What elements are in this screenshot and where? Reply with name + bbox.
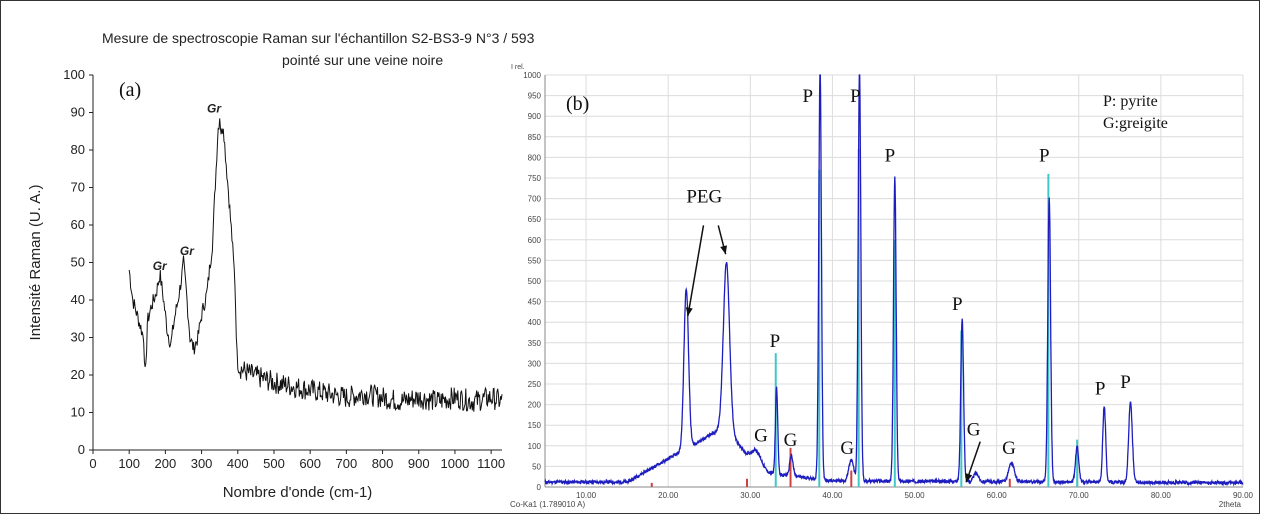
raman-y-tick-label: 30 [71,330,85,345]
xrd-y-tick-label: 550 [528,256,542,265]
xrd-arrow-head [965,473,973,483]
xrd-y-tick-label: 150 [528,421,542,430]
xrd-y-tick-label: 50 [532,462,541,471]
xrd-peak-annotation: G [1002,438,1016,459]
xrd-peak-annotation: G [784,430,798,451]
xrd-y-tick-label: 500 [528,277,542,286]
raman-y-tick-label: 40 [71,292,85,307]
raman-panel-label: (a) [119,79,141,101]
xrd-y-tick-label: 350 [528,339,542,348]
raman-x-axis-label: Nombre d'onde (cm-1) [223,484,373,501]
xrd-peak-annotation: P [952,294,963,315]
xrd-x-tick-label: 50.00 [905,491,926,500]
xrd-annotation-arrow [687,225,705,317]
xrd-y-tick-label: 0 [537,483,542,492]
xrd-peak-annotation: P [1039,146,1050,167]
xrd-peak-annotation: P [1095,378,1106,399]
xrd-y-tick-label: 800 [528,153,542,162]
raman-y-axis-label: Intensité Raman (U. A.) [27,185,44,341]
xrd-x-tick-label: 60.00 [987,491,1008,500]
xrd-peak-annotation: G [967,420,981,441]
raman-x-tick-label: 900 [408,456,430,471]
xrd-y-axis-label: I rel. [511,64,525,71]
xrd-x-tick-label: 10.00 [576,491,597,500]
xrd-x-axis-label: 2theta [1219,500,1242,509]
xrd-y-tick-label: 700 [528,195,542,204]
raman-y-tick-label: 10 [71,405,85,420]
raman-x-tick-label: 100 [118,456,140,471]
raman-peak-annotation: Gr [180,244,195,258]
xrd-peak-annotation: G [754,426,768,447]
raman-spectrum-line [128,118,503,412]
raman-x-tick-label: 300 [191,456,213,471]
xrd-y-tick-label: 750 [528,174,542,183]
xrd-x-tick-label: 70.00 [1069,491,1090,500]
xrd-peak-annotation: PEG [686,187,722,208]
xrd-legend-entry: P: pyrite [1103,93,1158,110]
xrd-y-tick-label: 900 [528,112,542,121]
xrd-y-tick-label: 650 [528,215,542,224]
xrd-x-tick-label: 20.00 [658,491,679,500]
raman-y-tick-label: 50 [71,255,85,270]
xrd-source-label: Co-Ka1 (1.789010 A) [510,500,585,509]
raman-y-tick-label: 60 [71,217,85,232]
raman-y-tick-label: 100 [63,67,85,82]
raman-x-tick-label: 700 [336,456,358,471]
xrd-y-tick-label: 300 [528,359,542,368]
xrd-y-tick-label: 1000 [523,71,541,80]
xrd-pattern-line [544,74,1244,487]
raman-x-tick-label: 600 [299,456,321,471]
xrd-y-tick-label: 400 [528,318,542,327]
raman-x-tick-label: 1100 [477,456,505,471]
xrd-arrow-head [720,245,727,255]
xrd-x-tick-label: 80.00 [1151,491,1172,500]
xrd-y-tick-label: 200 [528,401,542,410]
xrd-peak-annotation: P [1120,372,1131,393]
raman-x-tick-label: 800 [372,456,394,471]
xrd-x-tick-label: 90.00 [1233,491,1254,500]
xrd-y-tick-label: 100 [528,442,542,451]
raman-x-tick-label: 1000 [440,456,469,471]
raman-y-tick-label: 90 [71,105,85,120]
xrd-y-tick-label: 600 [528,236,542,245]
xrd-peak-annotation: P [885,146,896,167]
xrd-peak-annotation: P [802,86,813,107]
raman-x-tick-label: 200 [155,456,177,471]
raman-x-tick-label: 0 [89,456,96,471]
xrd-y-tick-label: 850 [528,133,542,142]
xrd-y-tick-label: 450 [528,298,542,307]
xrd-panel-label: (b) [566,93,589,115]
raman-peak-annotation: Gr [207,102,222,116]
raman-x-tick-label: 400 [227,456,249,471]
xrd-y-tick-label: 950 [528,92,542,101]
raman-title-line-1: Mesure de spectroscopie Raman sur l'écha… [102,30,535,46]
raman-peak-annotation: Gr [153,259,168,273]
raman-y-tick-label: 80 [71,142,85,157]
xrd-x-tick-label: 30.00 [740,491,761,500]
xrd-peak-annotation: P [770,331,781,352]
raman-y-tick-label: 70 [71,180,85,195]
raman-y-tick-label: 0 [78,442,85,457]
xrd-peak-annotation: G [840,438,854,459]
xrd-y-tick-label: 250 [528,380,542,389]
raman-y-tick-label: 20 [71,367,85,382]
xrd-legend-entry: G:greigite [1103,115,1168,132]
raman-x-tick-label: 500 [263,456,285,471]
xrd-arrow-head [685,307,693,317]
raman-title-line-2: pointé sur une veine noire [282,52,444,68]
xrd-x-tick-label: 40.00 [822,491,843,500]
xrd-peak-annotation: P [850,86,861,107]
